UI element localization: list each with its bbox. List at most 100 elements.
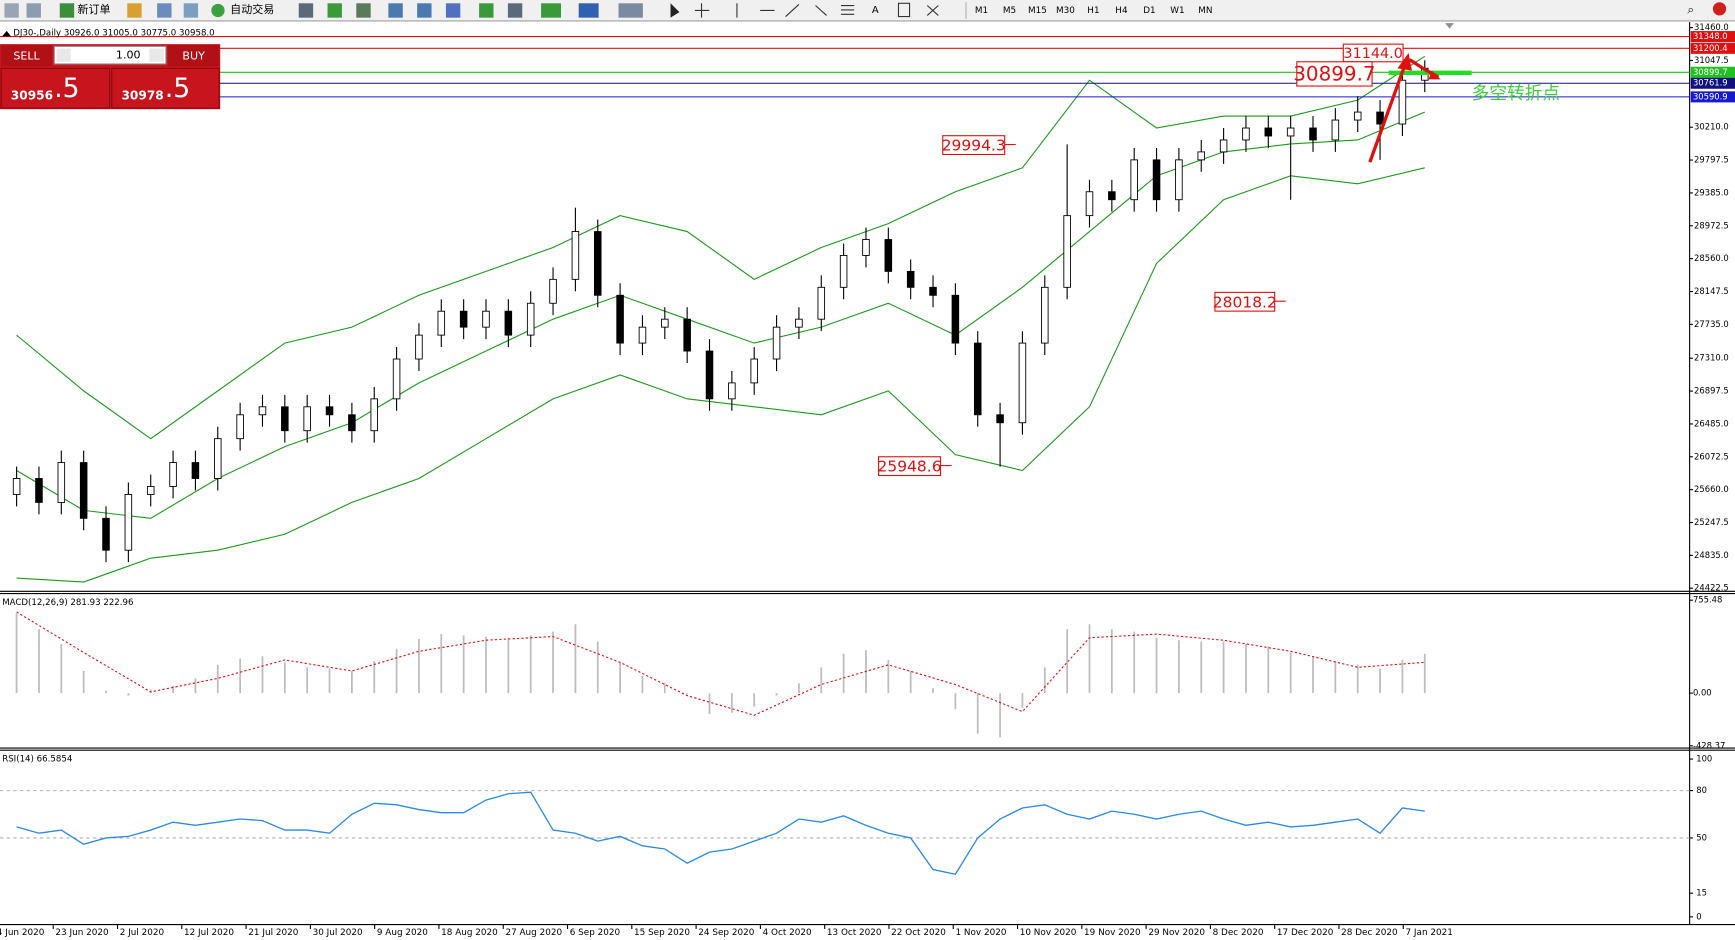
- candle-body: [1063, 215, 1071, 288]
- lot-up[interactable]: [149, 48, 164, 62]
- tool-icon[interactable]: [298, 3, 314, 18]
- timeframe-button[interactable]: M15: [1028, 6, 1047, 16]
- x-tick-label: 13 Oct 2020: [827, 928, 882, 938]
- timeframe-button[interactable]: H4: [1115, 6, 1128, 16]
- auto-trading-icon[interactable]: [211, 3, 225, 18]
- candle-body: [593, 231, 602, 296]
- timeframe-button[interactable]: M1: [975, 6, 988, 16]
- annotation: 31144.0: [1343, 46, 1402, 62]
- timeframe-button[interactable]: W1: [1170, 6, 1184, 16]
- y-tick-label: 50: [1696, 832, 1707, 842]
- x-tick-label: 17 Dec 2020: [1277, 928, 1334, 938]
- candle-body: [1353, 111, 1362, 121]
- candle-body: [1085, 191, 1094, 217]
- tool-icon[interactable]: [507, 3, 523, 18]
- tool-icon[interactable]: [4, 3, 19, 18]
- candle-body: [482, 310, 490, 328]
- tool-icon[interactable]: [356, 3, 371, 18]
- timeframe-button[interactable]: MN: [1198, 6, 1212, 16]
- auto-trading-button[interactable]: 自动交易: [230, 2, 274, 16]
- candle-body: [102, 517, 110, 551]
- x-tick-label: 1 Nov 2020: [955, 928, 1006, 938]
- label-tool[interactable]: [897, 2, 911, 18]
- y-tick-label: 27310.0: [1694, 353, 1729, 363]
- candle-body: [728, 382, 736, 400]
- timeframe-button[interactable]: H1: [1087, 6, 1099, 16]
- new-order-button[interactable]: 新订单: [77, 2, 110, 16]
- y-tick-label: 29797.5: [1694, 155, 1729, 165]
- zoom-out[interactable]: [417, 3, 432, 18]
- text-tool[interactable]: A: [872, 5, 879, 16]
- one-click-trading-panel: SELL 1.00 BUY 30956 .5 30978 .5: [0, 44, 221, 110]
- buy-button[interactable]: [168, 45, 220, 67]
- tool-icon[interactable]: [479, 3, 494, 18]
- panel-title: RSI(14) 66.5854: [2, 755, 72, 765]
- tool-icon[interactable]: [157, 3, 172, 18]
- lot-input[interactable]: [53, 45, 167, 65]
- crosshair-tool[interactable]: [694, 3, 710, 18]
- trend-arrow-head: [1397, 52, 1412, 71]
- bollinger-middle: [16, 111, 1425, 519]
- x-tick-label: 23 Jun 2020: [55, 928, 109, 938]
- candle-body: [392, 358, 401, 400]
- rsi-line: [16, 791, 1425, 875]
- templates[interactable]: [618, 3, 643, 18]
- x-tick-label: 7 Jan 2021: [1405, 928, 1452, 938]
- new-order-icon[interactable]: [59, 3, 75, 18]
- sell-button[interactable]: [1, 45, 53, 67]
- candle-body: [1264, 127, 1273, 137]
- zoom-in[interactable]: [388, 3, 403, 18]
- y-tick-label: 24422.5: [1694, 583, 1729, 593]
- tool-icon[interactable]: [327, 3, 342, 18]
- tool-icon[interactable]: [26, 3, 41, 18]
- candle-body: [1286, 127, 1295, 137]
- y-tick-label: 30210.0: [1694, 122, 1729, 132]
- sell-pips: .5: [54, 73, 79, 104]
- x-tick-label: 10 Nov 2020: [1020, 928, 1077, 938]
- cursor-tool[interactable]: [670, 3, 680, 18]
- x-tick-label: 8 Dec 2020: [1213, 928, 1264, 938]
- candle-body: [683, 318, 691, 352]
- periods[interactable]: [578, 3, 599, 18]
- x-tick-label: 19 Nov 2020: [1084, 928, 1141, 938]
- candle-body: [705, 350, 714, 400]
- search-icon[interactable]: ⌕: [1687, 2, 1694, 16]
- annotation: 29994.3: [942, 137, 1006, 155]
- buy-label[interactable]: BUY: [182, 49, 205, 62]
- candle-body: [1130, 159, 1138, 201]
- candle-body: [862, 239, 870, 256]
- timeframe-button[interactable]: D1: [1143, 6, 1155, 16]
- tool-icon[interactable]: [183, 3, 199, 18]
- lot-value[interactable]: 1.00: [116, 49, 141, 62]
- tool-icon[interactable]: [127, 3, 142, 18]
- lot-down[interactable]: [56, 48, 71, 62]
- candle-body: [750, 358, 758, 384]
- candle-body: [281, 406, 289, 432]
- x-tick-label: 24 Sep 2020: [698, 928, 754, 938]
- y-tick-label: 28147.5: [1694, 286, 1729, 296]
- candle-body: [1309, 127, 1317, 141]
- candle-body: [1152, 159, 1161, 201]
- timeframe-button[interactable]: M5: [1003, 6, 1016, 16]
- price-level-label: 31348.0: [1693, 31, 1728, 41]
- bollinger-lower: [16, 167, 1425, 583]
- x-tick-label: 22 Oct 2020: [891, 928, 946, 938]
- x-tick-label: 21 Jul 2020: [248, 928, 298, 938]
- annotation-box: [1296, 61, 1373, 87]
- sell-label[interactable]: SELL: [13, 49, 40, 62]
- indicators[interactable]: [541, 3, 561, 18]
- timeframe-button[interactable]: M30: [1056, 6, 1075, 16]
- x-tick-label: 14 Jun 2020: [0, 928, 45, 938]
- trend-arrow-head: [1428, 70, 1441, 80]
- tool-icon[interactable]: [445, 3, 461, 18]
- candle-body: [370, 398, 378, 432]
- draw-tools[interactable]: [736, 3, 855, 18]
- candle-body: [303, 406, 311, 432]
- alert-icon[interactable]: [1712, 2, 1727, 16]
- sell-price-box[interactable]: [0, 67, 111, 109]
- candle-body: [571, 231, 580, 280]
- buy-price-box[interactable]: [111, 67, 220, 109]
- annotation: 25948.6: [878, 458, 942, 476]
- arrow-tool[interactable]: [926, 5, 939, 16]
